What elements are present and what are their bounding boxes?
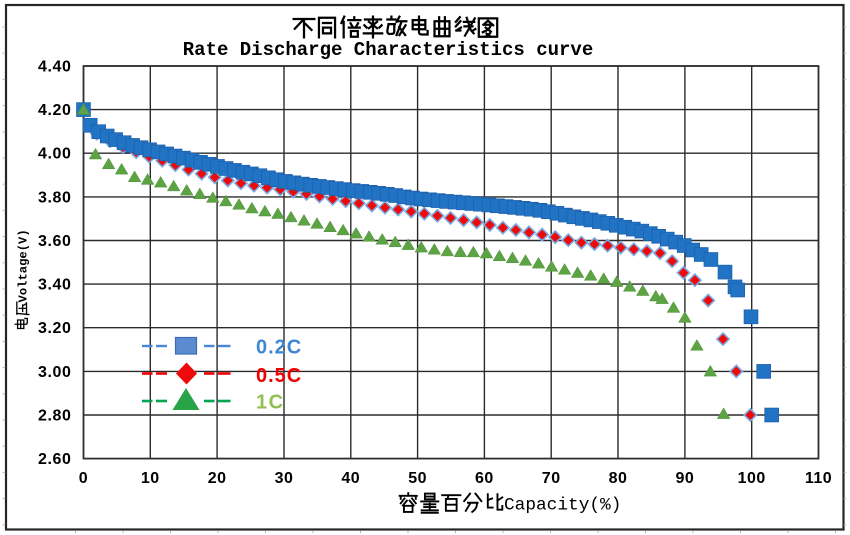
svg-text:0: 0	[79, 470, 88, 487]
svg-text:Capacity(%): Capacity(%)	[504, 496, 621, 516]
svg-text:0.2C: 0.2C	[256, 337, 302, 359]
svg-text:100: 100	[738, 470, 766, 487]
svg-text:4.20: 4.20	[38, 102, 72, 119]
svg-text:50: 50	[408, 470, 427, 487]
svg-text:0.5C: 0.5C	[256, 365, 302, 387]
svg-text:4.00: 4.00	[38, 146, 72, 163]
svg-text:40: 40	[341, 470, 360, 487]
svg-text:3.20: 3.20	[38, 320, 72, 337]
svg-text:3.00: 3.00	[38, 364, 72, 381]
svg-text:80: 80	[609, 470, 628, 487]
svg-text:30: 30	[275, 470, 294, 487]
svg-text:110: 110	[805, 470, 832, 487]
svg-text:4.40: 4.40	[38, 59, 72, 76]
svg-text:90: 90	[676, 470, 695, 487]
svg-text:70: 70	[542, 470, 561, 487]
svg-text:10: 10	[141, 470, 160, 487]
svg-text:2.80: 2.80	[38, 408, 72, 425]
svg-text:3.80: 3.80	[38, 189, 72, 206]
svg-text:60: 60	[475, 470, 494, 487]
svg-text:3.60: 3.60	[38, 233, 72, 250]
svg-text:20: 20	[208, 470, 227, 487]
svg-text:Voltage(V): Voltage(V)	[17, 229, 31, 302]
svg-text:2.60: 2.60	[38, 451, 72, 468]
svg-text:3.40: 3.40	[38, 277, 72, 294]
svg-text:Rate Discharge Characteristics: Rate Discharge Characteristics curve	[183, 39, 593, 61]
svg-text:1C: 1C	[256, 392, 285, 414]
